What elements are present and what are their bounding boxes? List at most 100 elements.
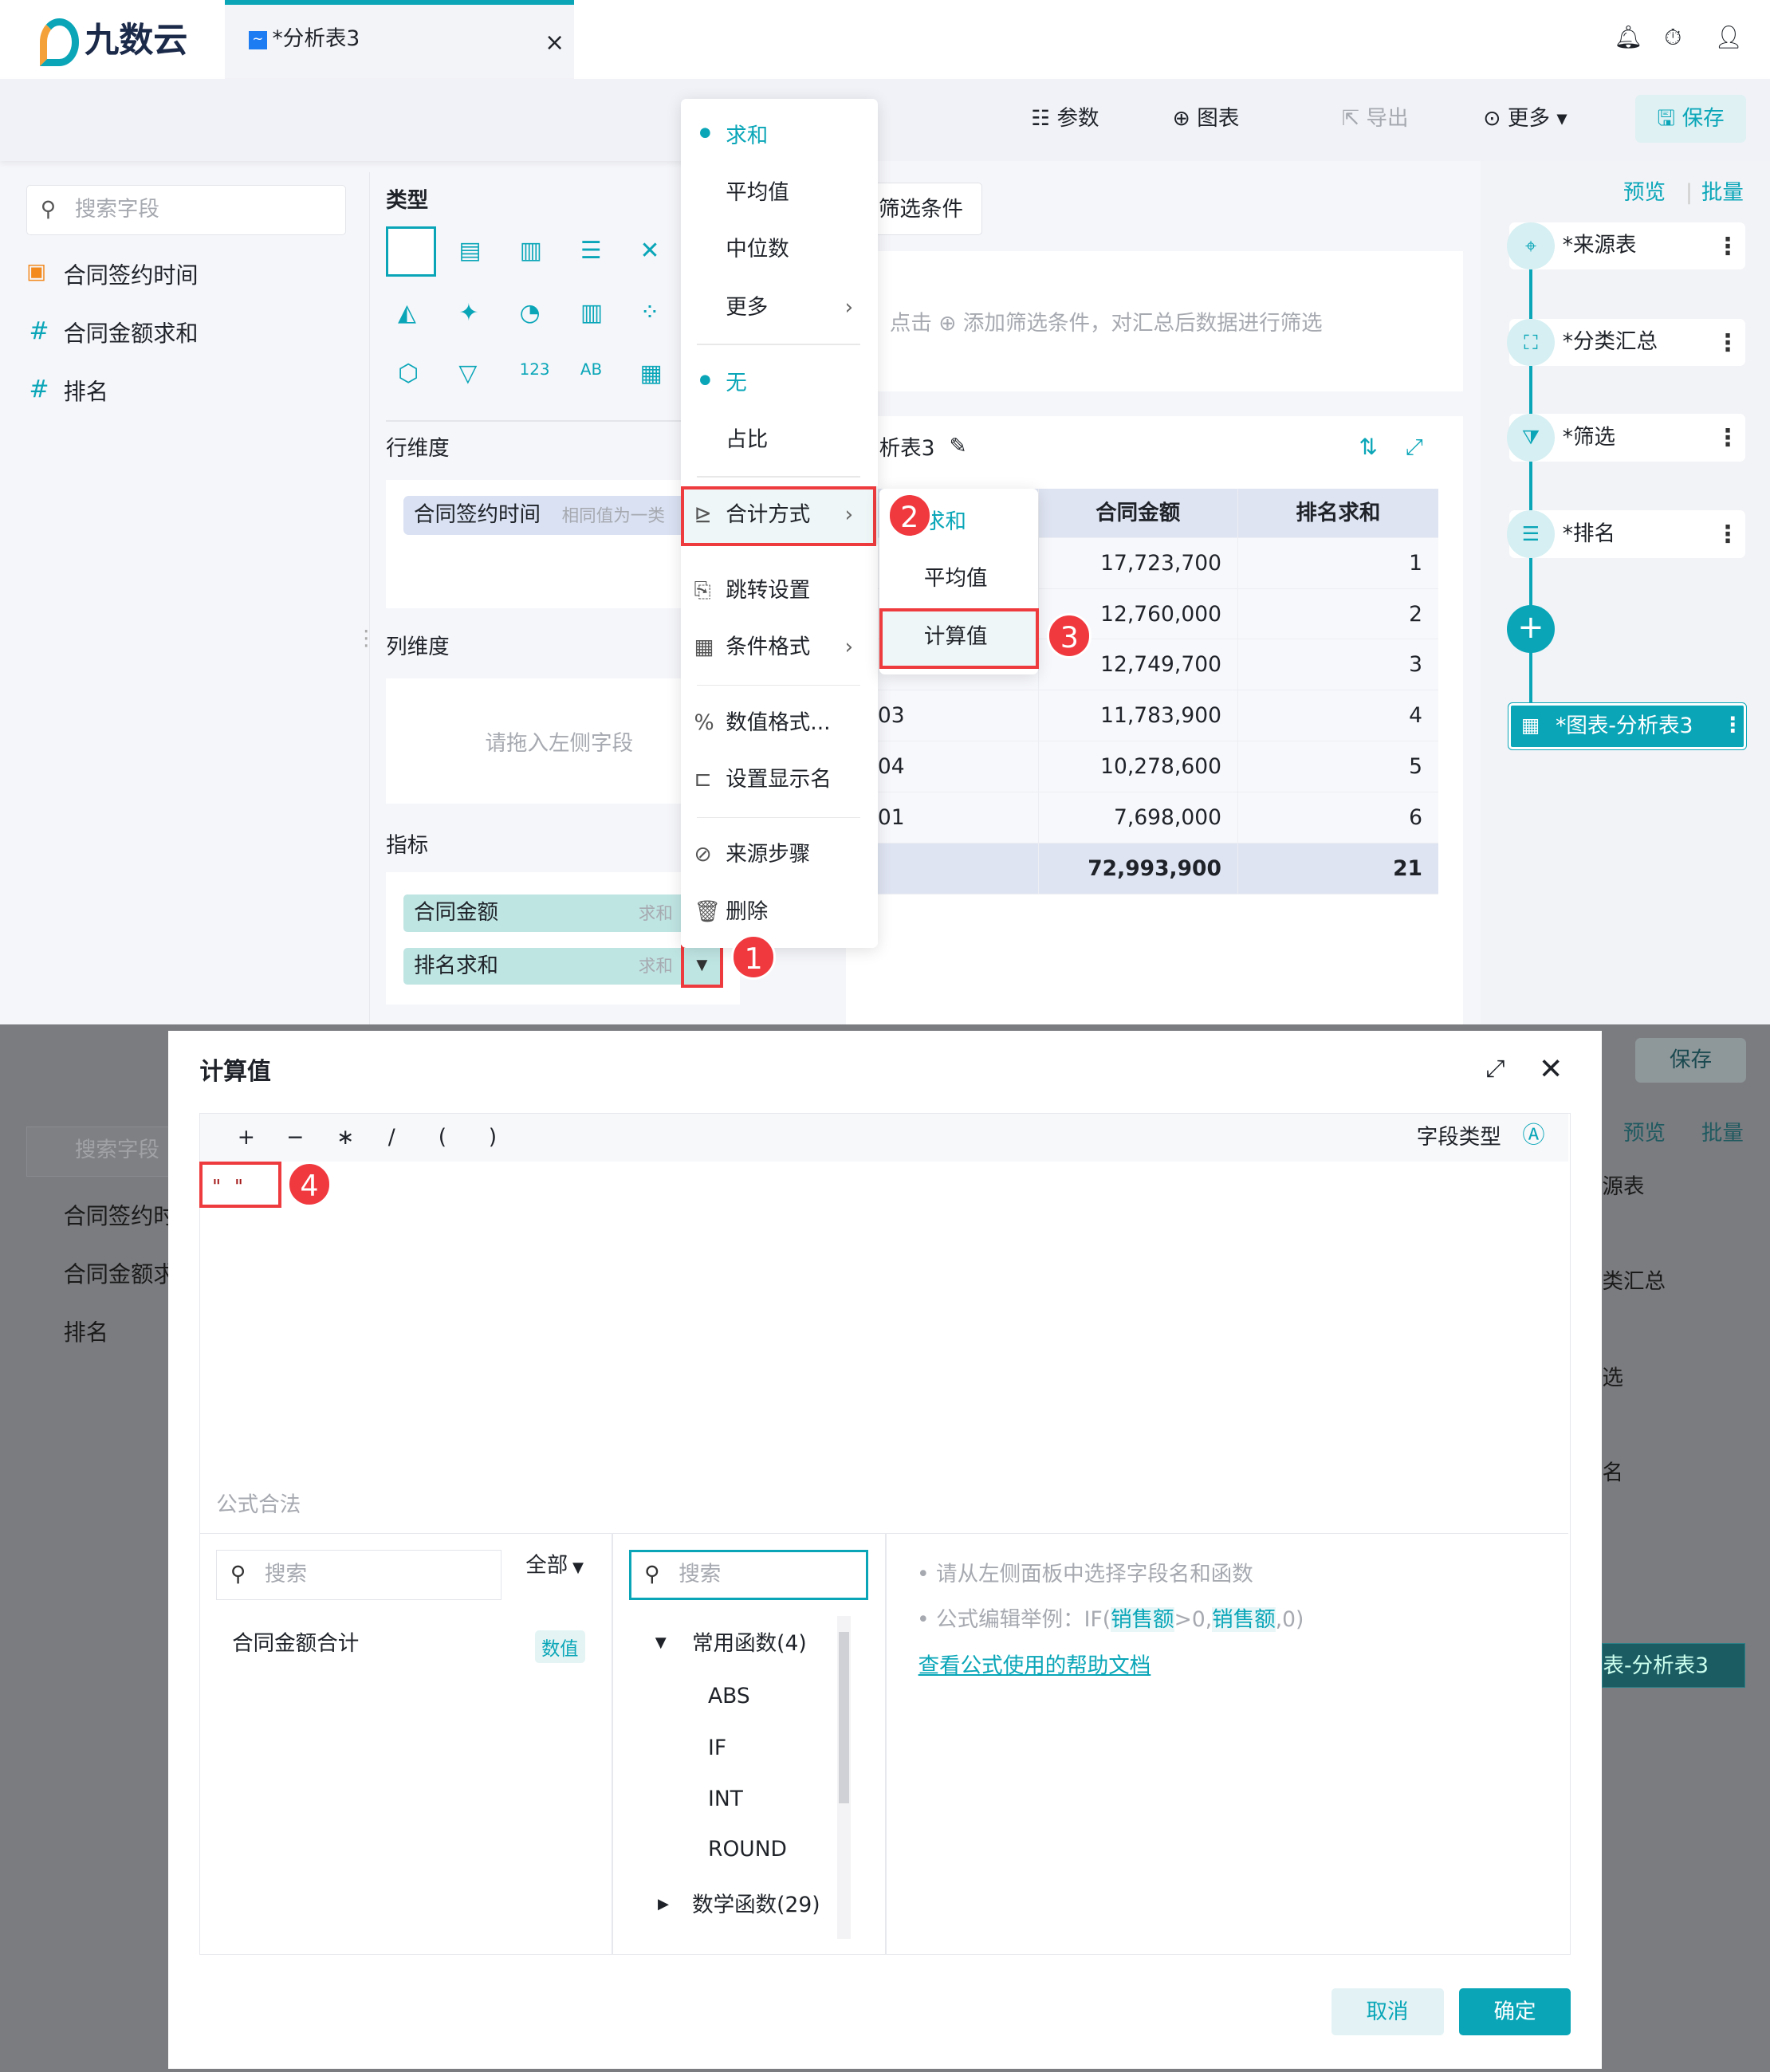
row-dim-chip[interactable]: 合同签约时间 相同值为一类	[403, 495, 688, 536]
ok-button[interactable]: 确定	[1459, 1987, 1571, 2036]
edit-icon[interactable]: ✎	[949, 434, 967, 459]
col-dim-label: 列维度	[386, 635, 450, 660]
function-group[interactable]: 常用函数(4)	[692, 1630, 807, 1656]
filter-area[interactable]: 点击 ⊕ 添加筛选条件，对汇总后数据进行筛选	[846, 251, 1464, 391]
caret-down-icon[interactable]: ▼	[655, 1634, 667, 1651]
menu-item-median[interactable]: 中位数	[681, 237, 878, 263]
area-chart-icon[interactable]: ◭	[398, 299, 416, 328]
menu-item-cond-format[interactable]: ▦ 条件格式 ›	[681, 635, 878, 661]
menu-item-delete[interactable]: 🗑︎ 删除	[681, 898, 878, 925]
function-group[interactable]: 数学函数(29)	[692, 1892, 820, 1917]
close-icon[interactable]: ✕	[1538, 1052, 1564, 1087]
submenu-item-avg[interactable]: 平均值	[923, 565, 988, 591]
function-item[interactable]: IF	[708, 1735, 727, 1760]
field-search-input[interactable]: ⚲ 搜索	[216, 1550, 502, 1601]
field-type-label[interactable]: 字段类型	[1416, 1124, 1501, 1150]
heatmap-icon[interactable]: ▦	[639, 360, 663, 388]
bg-preview: 预览	[1623, 1121, 1666, 1146]
scrollbar[interactable]	[837, 1616, 852, 1939]
menu-item-ratio[interactable]: 占比	[681, 427, 878, 454]
tab-title: *分析表3	[272, 26, 360, 51]
kebab-icon[interactable]: ⋮	[1716, 328, 1740, 357]
chip-label: 合同金额	[413, 900, 499, 926]
sort-icon[interactable]: ⇅	[1359, 434, 1379, 461]
menu-item-number-format[interactable]: % 数值格式...	[681, 710, 878, 736]
close-tab-icon[interactable]: ×	[545, 29, 565, 57]
bg-save-label: 保存	[1670, 1047, 1713, 1072]
step-icon: ⛶	[1507, 318, 1555, 367]
scatter-icon[interactable]: ⁘	[639, 299, 660, 328]
divider	[200, 1532, 1569, 1535]
export-button[interactable]: ⇱ 导出	[1342, 108, 1409, 130]
user-icon[interactable]: 👤︎	[1714, 24, 1744, 51]
add-chart-button[interactable]: ⊕ 图表	[1173, 108, 1240, 130]
submenu-item-calc-value[interactable]: 计算值	[879, 607, 1038, 668]
menu-item-none[interactable]: ● 无	[681, 370, 878, 396]
menu-item-display-name[interactable]: ⊏ 设置显示名	[681, 767, 878, 793]
radar-icon[interactable]: ⬡	[398, 360, 419, 388]
metric-dropdown-button[interactable]: ▼	[680, 945, 723, 988]
more-button[interactable]: ⊙ 更多 ▾	[1483, 108, 1567, 130]
line-chart-icon[interactable]: ✕	[639, 237, 660, 265]
divide-button[interactable]: /	[387, 1124, 395, 1150]
bar-chart-icon[interactable]: ▥	[519, 237, 542, 265]
word-cloud-icon[interactable]: AB	[580, 360, 603, 379]
total-icon: ⊵	[694, 502, 712, 528]
field-search-input[interactable]: ⚲ 搜索字段	[26, 185, 347, 236]
field-type-icon[interactable]: Ⓐ	[1522, 1122, 1545, 1149]
field-filter-dropdown[interactable]: 全部 ▼	[525, 1555, 584, 1577]
funnel-icon[interactable]: ▽	[458, 360, 478, 388]
map-icon[interactable]: ✦	[458, 299, 479, 328]
left-paren-button[interactable]: (	[438, 1124, 447, 1150]
formula-editor: + − ∗ / ( ) 字段类型 Ⓐ " " 公式合法 ⚲ 搜索 全部 ▼ 合同金…	[199, 1113, 1571, 1956]
plus-button[interactable]: +	[237, 1124, 255, 1150]
expand-icon[interactable]: ⤢	[1405, 434, 1423, 461]
menu-item-jump[interactable]: ⎘ 跳转设置	[681, 578, 878, 604]
function-item[interactable]: ABS	[708, 1683, 750, 1708]
menu-item-more[interactable]: 更多 ›	[681, 295, 878, 321]
right-paren-button[interactable]: )	[488, 1124, 498, 1150]
kebab-icon[interactable]: ⋮	[1716, 521, 1740, 549]
bell-icon[interactable]: 🔔︎	[1614, 24, 1643, 51]
kebab-icon[interactable]: ⋮	[1722, 712, 1744, 737]
menu-item-avg[interactable]: 平均值	[681, 179, 878, 206]
metric-chip[interactable]: 合同金额 求和	[403, 894, 688, 932]
timer-icon[interactable]: ⏱︎	[1664, 24, 1682, 51]
preview-link[interactable]: 预览	[1623, 179, 1666, 205]
kebab-icon[interactable]: ⋮	[1716, 232, 1740, 261]
bg-save-button: 保存	[1634, 1037, 1747, 1083]
caret-right-icon[interactable]: ▶	[658, 1896, 670, 1913]
hbar-chart-icon[interactable]: ☰	[580, 237, 602, 265]
chart-type-table[interactable]	[386, 226, 437, 277]
selected-dot-icon: ●	[699, 124, 711, 140]
formula-input[interactable]: " "	[200, 1162, 1568, 1479]
scrollbar-thumb[interactable]	[839, 1631, 850, 1804]
batch-link[interactable]: 批量	[1701, 179, 1744, 205]
function-item[interactable]: INT	[708, 1787, 743, 1812]
menu-item-total-method[interactable]: ⊵ 合计方式 ›	[680, 486, 878, 545]
metric-chip[interactable]: 排名求和 求和	[403, 947, 688, 985]
combo-chart-icon[interactable]: ▥	[580, 299, 604, 328]
help-link[interactable]: 查看公式使用的帮助文档	[918, 1653, 1151, 1678]
menu-item-sum[interactable]: ● 求和	[681, 123, 878, 149]
save-button[interactable]: 🖫︎ 保存	[1634, 95, 1747, 144]
tab-analysis[interactable]: ~ *分析表3 ×	[224, 0, 574, 80]
maximize-icon[interactable]: ⤢	[1485, 1055, 1505, 1083]
resize-handle[interactable]: ⋮	[356, 625, 377, 651]
cancel-button[interactable]: 取消	[1331, 1987, 1444, 2036]
function-item[interactable]: ROUND	[708, 1837, 787, 1862]
formula-status: 公式合法	[216, 1492, 301, 1517]
step-final[interactable]: ▦ *图表-分析表3 ⋮	[1507, 702, 1748, 751]
divider	[696, 684, 861, 686]
menu-item-source-step[interactable]: ⊘ 来源步骤	[681, 842, 878, 868]
multiply-button[interactable]: ∗	[336, 1124, 355, 1150]
add-step-button[interactable]: +	[1507, 605, 1555, 654]
kpi-icon[interactable]: 123	[519, 360, 550, 379]
params-button[interactable]: ☷ 参数	[1031, 108, 1099, 130]
kebab-icon[interactable]: ⋮	[1716, 424, 1740, 453]
field-list-item[interactable]: 合同金额合计	[232, 1630, 360, 1656]
function-search-input[interactable]: ⚲ 搜索	[628, 1550, 868, 1601]
minus-button[interactable]: −	[286, 1124, 305, 1150]
table-icon[interactable]: ▤	[458, 237, 482, 265]
gauge-icon[interactable]: ◔	[519, 299, 541, 328]
